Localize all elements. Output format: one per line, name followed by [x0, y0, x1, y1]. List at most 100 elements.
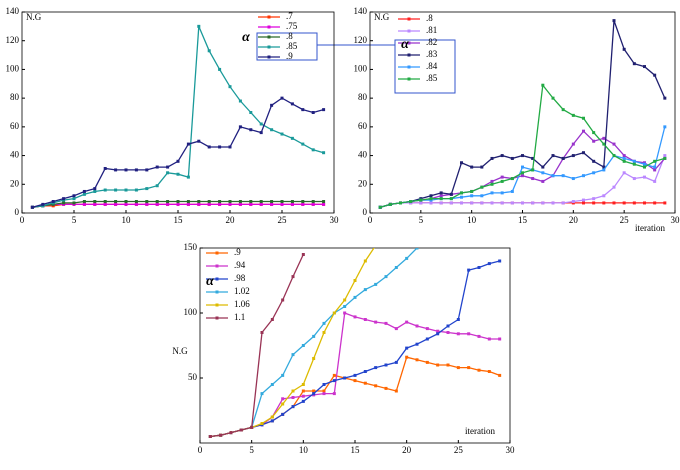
- point-marker: [480, 165, 484, 169]
- point-marker: [480, 201, 484, 205]
- x-tick-label: 30: [330, 215, 340, 225]
- point-marker: [521, 174, 524, 178]
- point-marker: [374, 282, 378, 286]
- point-marker: [405, 346, 409, 350]
- point-marker: [388, 202, 392, 206]
- annotation: α: [401, 37, 409, 52]
- point-marker: [653, 201, 657, 205]
- point-marker: [207, 49, 211, 53]
- legend-marker: [407, 53, 411, 57]
- point-marker: [186, 200, 190, 204]
- point-marker: [460, 191, 463, 195]
- legend-marker: [267, 55, 271, 59]
- point-marker: [291, 353, 295, 357]
- point-marker: [197, 139, 201, 143]
- point-marker: [602, 201, 606, 205]
- x-tick-label: 5: [72, 215, 77, 225]
- point-marker: [103, 166, 107, 170]
- point-marker: [311, 148, 315, 152]
- y-tick-label: 20: [10, 178, 20, 188]
- point-marker: [470, 165, 474, 169]
- point-marker: [622, 159, 626, 163]
- legend-label: .75: [286, 21, 298, 31]
- x-tick-label: 10: [467, 215, 477, 225]
- point-marker: [622, 201, 626, 205]
- point-marker: [446, 331, 450, 334]
- point-marker: [290, 202, 294, 206]
- annotation: iteration: [635, 223, 665, 233]
- plot-frame: [199, 247, 511, 444]
- x-tick-label: 15: [351, 445, 361, 455]
- legend-marker: [215, 303, 219, 307]
- legend-label: .9: [286, 51, 293, 61]
- point-marker: [311, 111, 315, 114]
- point-marker: [592, 201, 596, 205]
- point-marker: [322, 389, 326, 393]
- point-marker: [291, 275, 295, 279]
- annotation: α: [206, 274, 214, 289]
- point-marker: [405, 256, 409, 260]
- point-marker: [353, 315, 357, 319]
- point-marker: [531, 168, 535, 172]
- annotation: N.G: [26, 12, 42, 22]
- y-tick-label: 0: [15, 207, 20, 217]
- point-marker: [363, 318, 367, 321]
- point-marker: [238, 202, 242, 206]
- point-marker: [632, 159, 636, 163]
- point-marker: [436, 363, 440, 367]
- point-marker: [301, 202, 305, 206]
- x-tick-label: 20: [226, 215, 236, 225]
- point-marker: [384, 386, 388, 390]
- point-marker: [436, 332, 440, 336]
- point-marker: [632, 201, 636, 205]
- legend-label: .83: [426, 49, 438, 59]
- point-marker: [260, 392, 264, 396]
- point-marker: [332, 311, 336, 315]
- point-marker: [228, 145, 232, 149]
- point-marker: [155, 202, 159, 206]
- point-marker: [531, 177, 535, 181]
- legend-label: .82: [426, 37, 437, 47]
- point-marker: [612, 201, 616, 205]
- point-marker: [114, 202, 118, 206]
- point-marker: [124, 202, 128, 206]
- point-marker: [176, 200, 180, 204]
- point-marker: [197, 24, 201, 28]
- point-marker: [82, 192, 86, 196]
- point-marker: [208, 435, 212, 438]
- point-marker: [460, 195, 463, 199]
- point-marker: [571, 154, 575, 158]
- point-marker: [592, 139, 596, 143]
- y-tick-label: 120: [354, 35, 368, 45]
- point-marker: [592, 159, 596, 163]
- point-marker: [301, 108, 305, 112]
- point-marker: [166, 165, 170, 169]
- point-marker: [571, 177, 575, 181]
- point-marker: [301, 253, 305, 256]
- point-marker: [487, 370, 491, 373]
- point-marker: [270, 383, 274, 386]
- point-marker: [114, 168, 118, 172]
- point-marker: [477, 368, 481, 372]
- point-marker: [582, 116, 585, 120]
- point-marker: [487, 262, 491, 266]
- x-tick-label: 20: [402, 445, 412, 455]
- point-marker: [436, 329, 440, 333]
- legend-marker: [267, 25, 271, 29]
- point-marker: [281, 397, 285, 401]
- point-marker: [270, 200, 274, 204]
- point-marker: [384, 321, 388, 325]
- point-marker: [322, 151, 326, 155]
- point-marker: [467, 268, 471, 272]
- point-marker: [500, 201, 504, 205]
- point-marker: [155, 200, 159, 204]
- plot-frame: [369, 11, 676, 214]
- point-marker: [322, 321, 326, 325]
- point-marker: [145, 187, 149, 191]
- point-marker: [439, 191, 443, 195]
- point-marker: [498, 373, 502, 377]
- point-marker: [124, 188, 128, 192]
- point-marker: [207, 200, 211, 204]
- point-marker: [592, 171, 596, 175]
- point-marker: [280, 96, 284, 100]
